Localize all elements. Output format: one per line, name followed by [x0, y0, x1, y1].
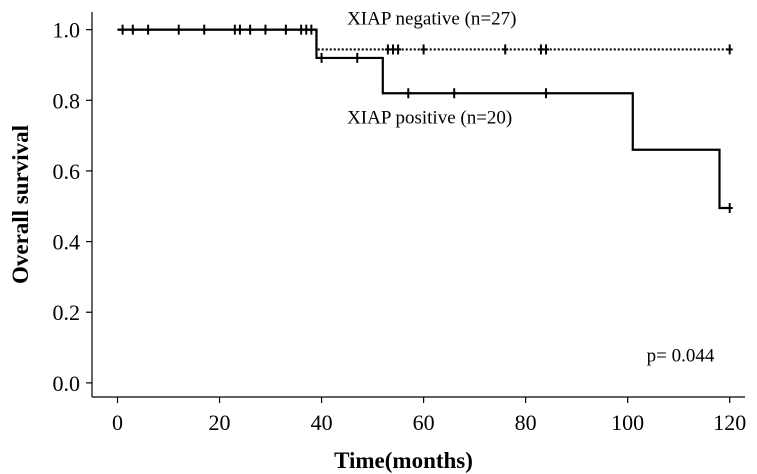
y-tick-label: 1.0 — [53, 18, 81, 43]
y-tick-label: 0.6 — [53, 159, 81, 184]
x-tick-label: 80 — [515, 410, 537, 435]
y-axis-title: Overall survival — [8, 125, 33, 284]
y-axis-ticks: 0.0 0.2 0.4 0.6 0.8 1.0 — [53, 18, 92, 396]
censor-mark — [389, 44, 396, 55]
censor-mark — [502, 44, 509, 55]
p-value-annotation: p= 0.044 — [647, 346, 715, 367]
series-label-xiap-positive: XIAP positive (n=20) — [347, 107, 512, 128]
y-tick-label: 0.0 — [53, 371, 81, 396]
y-tick-label: 0.4 — [53, 230, 81, 255]
x-tick-label: 20 — [209, 410, 231, 435]
censor-mark — [282, 24, 289, 35]
censor-mark — [175, 24, 182, 35]
censor-mark — [119, 24, 126, 35]
censor-mark — [726, 203, 733, 214]
series-layer — [117, 24, 733, 214]
censor-mark — [298, 24, 305, 35]
y-tick-label: 0.8 — [53, 88, 81, 113]
label-layer: XIAP negative (n=27) XIAP positive (n=20)… — [347, 8, 715, 366]
x-tick-label: 60 — [413, 410, 435, 435]
censor-mark — [231, 24, 238, 35]
x-tick-label: 120 — [713, 410, 746, 435]
y-tick-label: 0.2 — [53, 300, 81, 325]
censor-mark — [451, 88, 458, 99]
censor-mark — [236, 24, 243, 35]
censor-mark — [247, 24, 254, 35]
censor-mark — [303, 24, 310, 35]
censor-mark — [129, 24, 136, 35]
x-axis-title: Time(months) — [334, 448, 473, 473]
censor-mark — [537, 44, 544, 55]
censor-mark — [420, 44, 427, 55]
censor-mark — [384, 44, 391, 55]
censor-mark — [145, 24, 152, 35]
x-tick-label: 100 — [611, 410, 644, 435]
censor-mark — [395, 44, 402, 55]
x-tick-label: 40 — [311, 410, 333, 435]
xiap-negative-survival-curve — [117, 28, 730, 51]
censor-mark — [405, 88, 412, 99]
x-axis-ticks: 0 20 40 60 80 100 120 — [112, 397, 746, 435]
censor-mark — [262, 24, 269, 35]
series-label-xiap-negative: XIAP negative (n=27) — [347, 8, 516, 29]
axes — [91, 12, 745, 398]
censor-mark — [201, 24, 208, 35]
censor-mark — [726, 44, 733, 55]
censor-mark — [543, 88, 550, 99]
censor-mark — [318, 52, 325, 63]
censor-mark — [354, 52, 361, 63]
censor-mark — [543, 44, 550, 55]
censor-mark — [308, 24, 315, 35]
x-tick-label: 0 — [112, 410, 123, 435]
